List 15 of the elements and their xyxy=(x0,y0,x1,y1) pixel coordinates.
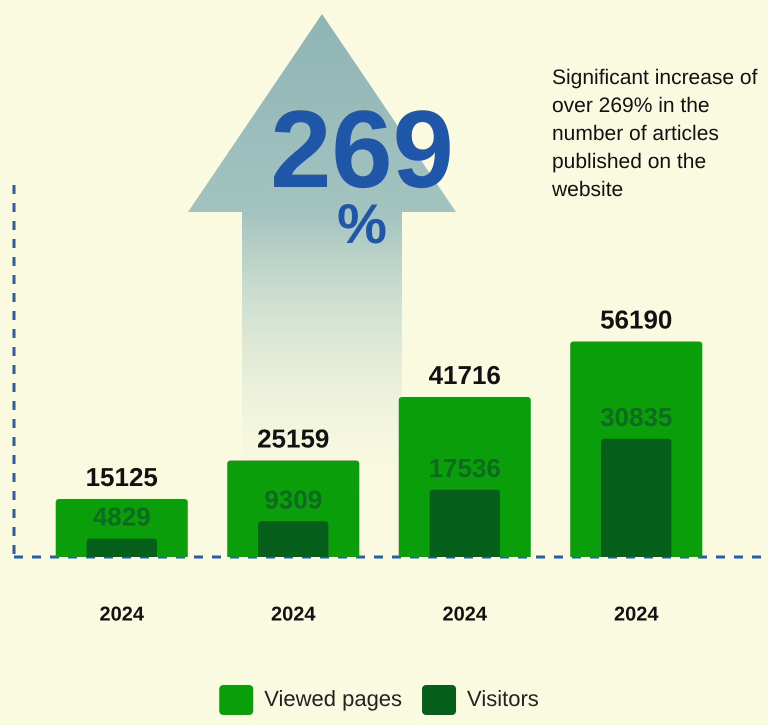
data-label: 56190 xyxy=(600,304,672,335)
bar xyxy=(86,538,157,557)
bar xyxy=(258,521,328,557)
x-tick-label: 2024 xyxy=(442,604,488,626)
annotation: Significant increase of over 269% in the number of articles published on the website xyxy=(552,65,758,203)
bar xyxy=(601,438,672,557)
legend-label: Visitors xyxy=(467,686,539,712)
x-tick-label: 2024 xyxy=(271,604,316,626)
data-label: 25159 xyxy=(257,424,330,454)
legend-label: Viewed pages xyxy=(264,686,402,712)
bar xyxy=(430,490,500,557)
data-label: 15125 xyxy=(86,462,158,492)
data-label: 41716 xyxy=(428,360,501,390)
x-tick-label: 2024 xyxy=(100,604,145,626)
x-tick-label: 2024 xyxy=(614,604,660,626)
